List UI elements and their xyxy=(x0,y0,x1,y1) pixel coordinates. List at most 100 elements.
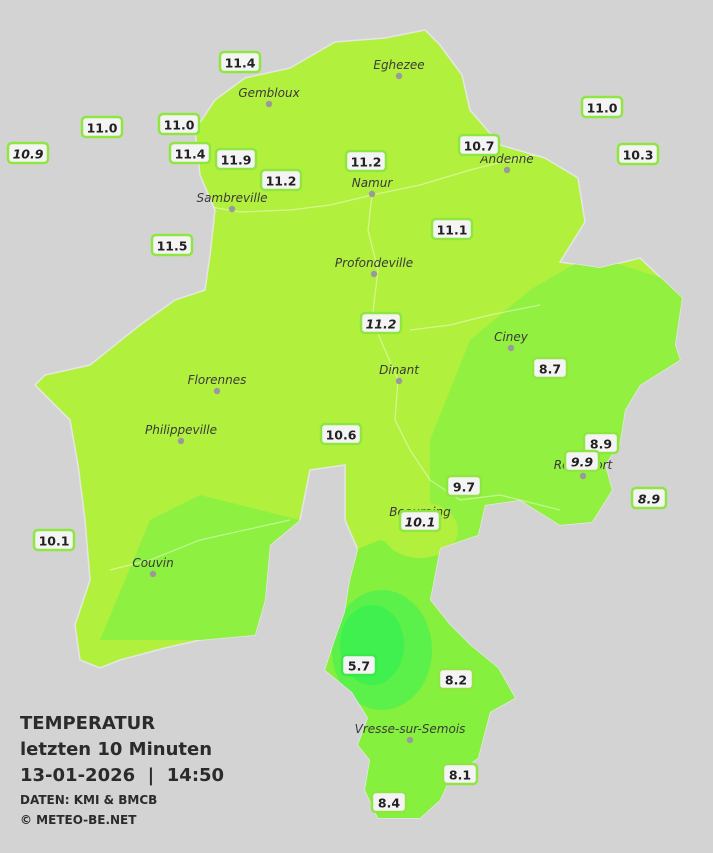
station: 11.2 xyxy=(359,311,403,335)
station-value: 11.0 xyxy=(587,101,618,116)
city-name: Sambreville xyxy=(196,191,267,205)
station-value: 11.0 xyxy=(164,118,195,133)
station-value: 11.0 xyxy=(87,121,118,136)
station-value: 8.9 xyxy=(638,492,660,507)
station: 10.6 xyxy=(319,422,363,446)
city-dot xyxy=(368,190,376,198)
city-name: Florennes xyxy=(188,373,247,387)
station-box xyxy=(157,112,201,136)
city-dot xyxy=(370,270,378,278)
station-box xyxy=(445,474,483,498)
city-dot xyxy=(228,205,236,213)
city-name: Eghezee xyxy=(373,58,424,72)
station: 11.2 xyxy=(259,168,303,192)
station-box xyxy=(616,142,660,166)
city-name: Dinant xyxy=(379,363,420,377)
station: 8.1 xyxy=(441,762,479,786)
station: 8.4 xyxy=(370,790,408,814)
station-box xyxy=(344,149,388,173)
city-name: Vresse-sur-Semois xyxy=(355,722,466,736)
station-box xyxy=(457,133,501,157)
station-value: 10.9 xyxy=(13,147,44,162)
station-value: 10.1 xyxy=(39,534,70,549)
station-box xyxy=(168,141,212,165)
city-dot xyxy=(395,377,403,385)
zone-mild xyxy=(100,495,300,640)
station: 10.1 xyxy=(32,528,76,552)
station-value: 8.2 xyxy=(445,673,467,688)
data-source: DATEN: KMI & BMCB xyxy=(20,793,157,807)
station-value: 10.6 xyxy=(326,428,357,443)
station-box xyxy=(582,431,620,455)
station: 11.2 xyxy=(344,149,388,173)
station-box xyxy=(580,95,624,119)
city-dot xyxy=(395,72,403,80)
city-dot xyxy=(177,437,185,445)
station: 11.0 xyxy=(80,115,124,139)
station-box xyxy=(370,790,408,814)
city-dot xyxy=(265,100,273,108)
station-box xyxy=(6,141,50,165)
station-value: 11.2 xyxy=(351,155,382,170)
station-value: 11.2 xyxy=(366,317,397,332)
station: 11.0 xyxy=(157,112,201,136)
city-dot xyxy=(579,472,587,480)
station-value: 11.5 xyxy=(157,239,188,254)
station: 8.9 xyxy=(582,431,620,455)
station-box xyxy=(150,233,194,257)
station-value: 11.2 xyxy=(266,174,297,189)
station-value: 5.7 xyxy=(348,659,370,674)
station: 10.7 xyxy=(457,133,501,157)
city-dot xyxy=(406,736,414,744)
station-box xyxy=(398,509,442,533)
title-line: letzten 10 Minuten xyxy=(20,739,212,760)
station: 11.1 xyxy=(430,217,474,241)
station-value: 11.1 xyxy=(437,223,468,238)
station-value: 8.9 xyxy=(590,437,612,452)
station: 10.9 xyxy=(6,141,50,165)
station-value: 9.7 xyxy=(453,480,475,495)
station: 11.0 xyxy=(580,95,624,119)
station-value: 11.9 xyxy=(221,153,252,168)
station: 11.4 xyxy=(168,141,212,165)
station-value: 11.4 xyxy=(175,147,206,162)
station-box xyxy=(259,168,303,192)
station-box xyxy=(441,762,479,786)
copyright: © METEO-BE.NET xyxy=(20,813,137,827)
legend: TEMPERATUR letzten 10 Minuten 13-01-2026… xyxy=(20,713,224,827)
station: 8.9 xyxy=(630,486,668,510)
city-dot xyxy=(507,344,515,352)
station: 10.1 xyxy=(398,509,442,533)
station-box xyxy=(340,653,378,677)
city-dot xyxy=(503,166,511,174)
station-box xyxy=(359,311,403,335)
station: 9.7 xyxy=(445,474,483,498)
city-dot xyxy=(213,387,221,395)
station: 11.5 xyxy=(150,233,194,257)
station-value: 9.9 xyxy=(571,455,593,470)
station-box xyxy=(32,528,76,552)
station-box xyxy=(214,147,258,171)
city-name: Gembloux xyxy=(238,86,300,100)
station-value: 8.7 xyxy=(539,362,561,377)
station: 5.7 xyxy=(340,653,378,677)
station-box xyxy=(531,356,569,380)
city-name: Couvin xyxy=(132,556,173,570)
station: 11.9 xyxy=(214,147,258,171)
station-value: 10.1 xyxy=(405,515,436,530)
city-name: Ciney xyxy=(494,330,529,344)
station-value: 8.1 xyxy=(449,768,471,783)
stations: 11.4 11.0 10.9 11.0 11.4 11.9 11.2 11.2 10.7 11.0… xyxy=(6,50,668,814)
city-name: Namur xyxy=(352,176,394,190)
station-box xyxy=(218,50,262,74)
station-box xyxy=(430,217,474,241)
title-line: TEMPERATUR xyxy=(20,713,155,734)
city-dot xyxy=(149,570,157,578)
station-box xyxy=(319,422,363,446)
station-box xyxy=(630,486,668,510)
station-box xyxy=(563,449,601,473)
station-value: 10.7 xyxy=(464,139,495,154)
station: 9.9 xyxy=(563,449,601,473)
station: 10.3 xyxy=(616,142,660,166)
